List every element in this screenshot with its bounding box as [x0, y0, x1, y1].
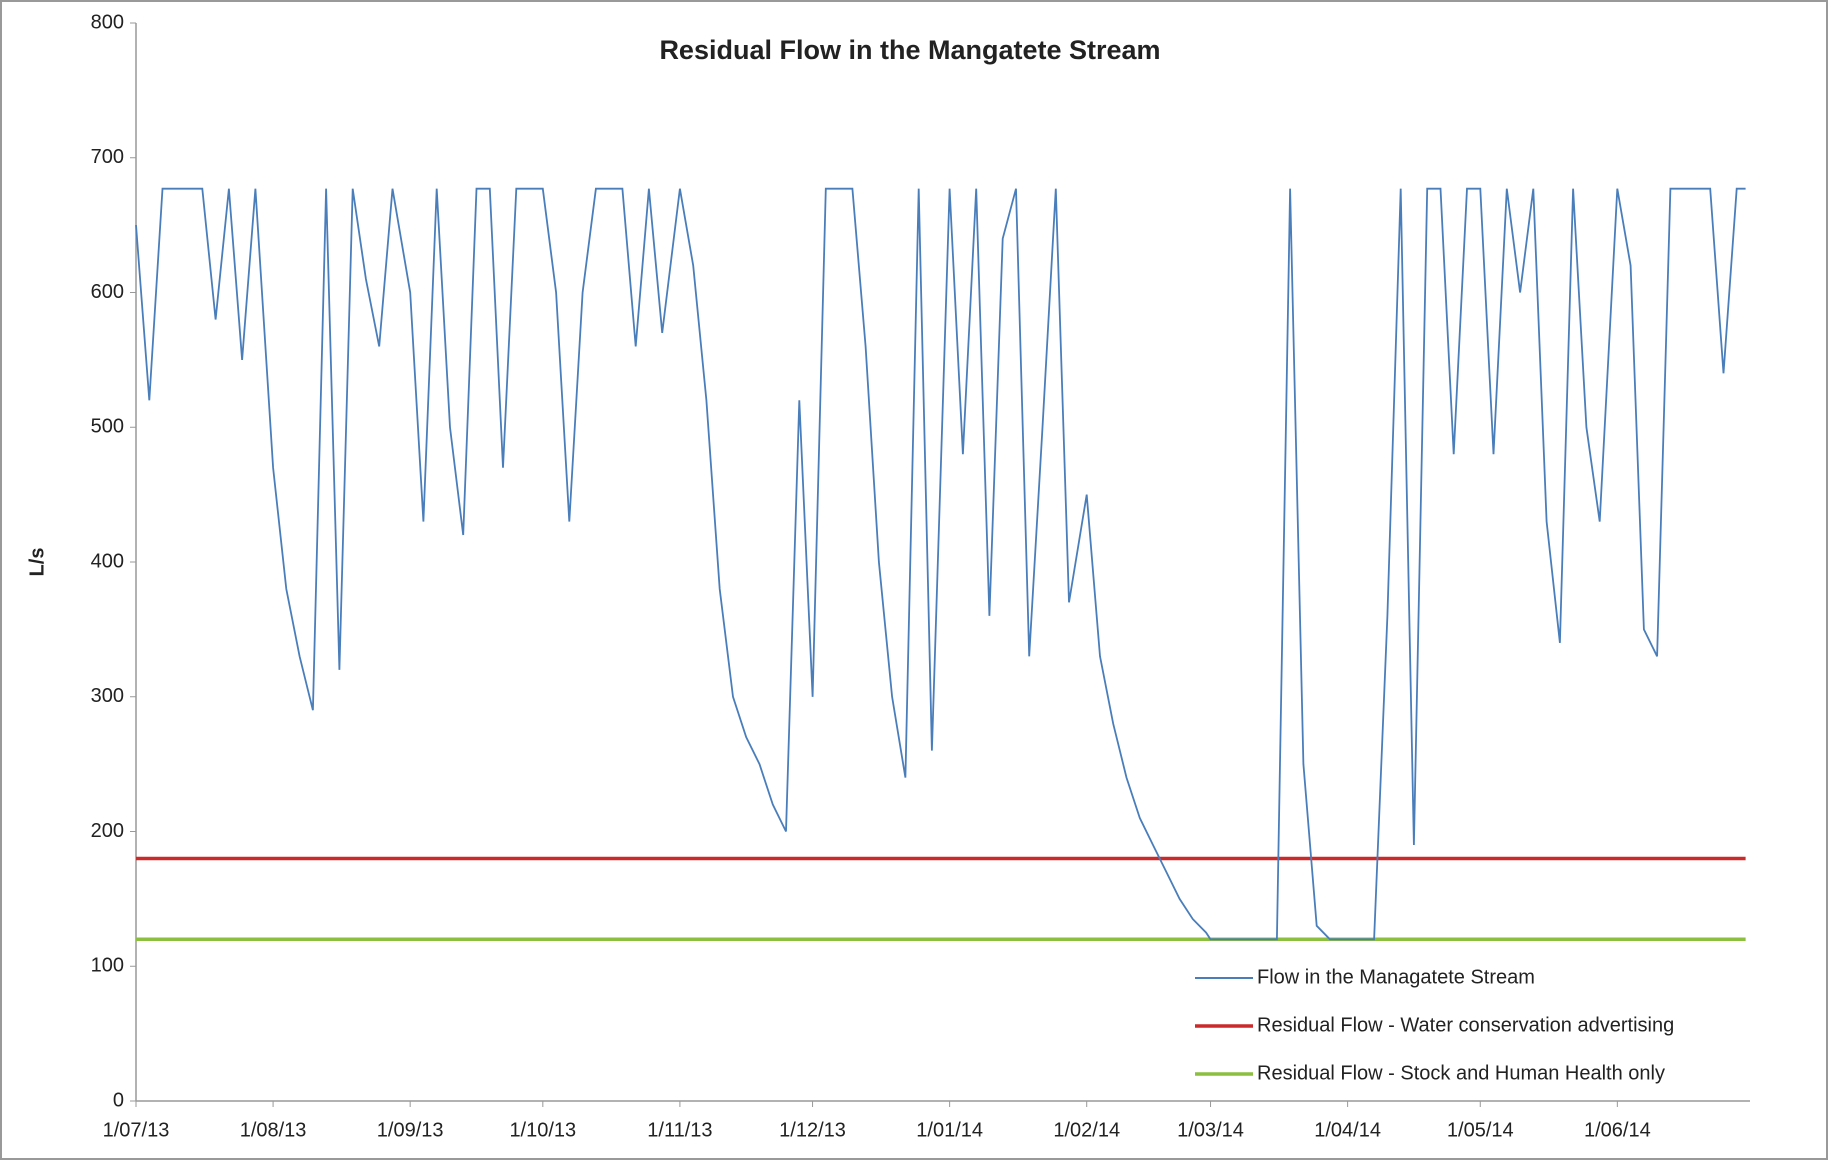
- chart-title: Residual Flow in the Mangatete Stream: [659, 35, 1160, 65]
- x-tick-label: 1/11/13: [647, 1119, 712, 1141]
- x-tick-label: 1/03/14: [1177, 1119, 1244, 1141]
- y-tick-label: 200: [91, 820, 124, 842]
- x-tick-label: 1/01/14: [916, 1119, 983, 1141]
- legend-label: Flow in the Managatete Stream: [1257, 966, 1535, 988]
- y-tick-label: 600: [91, 281, 124, 303]
- y-tick-label: 500: [91, 416, 124, 438]
- x-tick-label: 1/12/13: [779, 1119, 846, 1141]
- y-tick-label: 100: [91, 955, 124, 977]
- x-tick-label: 1/04/14: [1314, 1119, 1381, 1141]
- x-tick-label: 1/05/14: [1447, 1119, 1514, 1141]
- legend-label: Residual Flow - Stock and Human Health o…: [1257, 1062, 1665, 1084]
- x-tick-label: 1/02/14: [1053, 1119, 1120, 1141]
- y-tick-label: 0: [113, 1089, 124, 1111]
- x-tick-label: 1/06/14: [1584, 1119, 1651, 1141]
- y-tick-label: 800: [91, 11, 124, 33]
- x-tick-label: 1/07/13: [103, 1119, 170, 1141]
- y-tick-label: 400: [91, 550, 124, 572]
- y-tick-label: 700: [91, 146, 124, 168]
- x-tick-label: 1/08/13: [240, 1119, 307, 1141]
- x-tick-label: 1/10/13: [509, 1119, 576, 1141]
- legend-label: Residual Flow - Water conservation adver…: [1257, 1014, 1674, 1036]
- y-axis-label: L/s: [26, 548, 48, 577]
- data-line: [135, 187, 1746, 941]
- y-tick-label: 300: [91, 685, 124, 707]
- x-tick-label: 1/09/13: [377, 1119, 444, 1141]
